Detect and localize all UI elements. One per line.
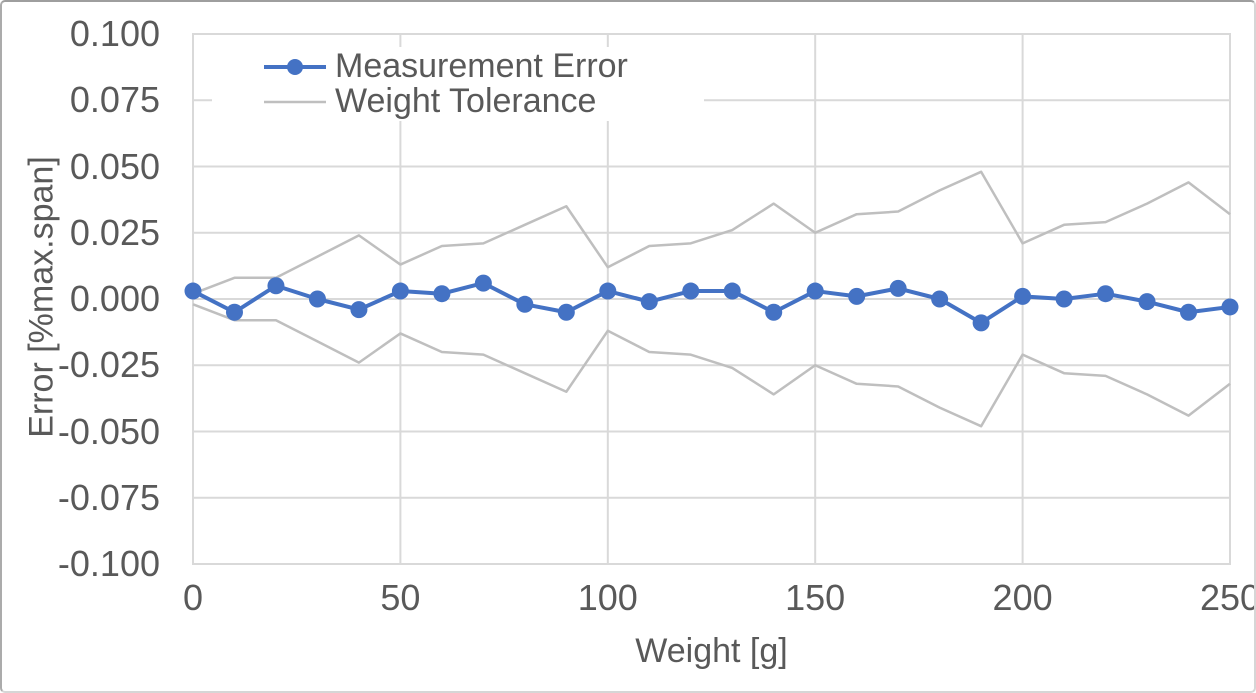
y-tick-label: -0.100 (57, 543, 160, 584)
y-tick-label: 0.050 (69, 145, 160, 187)
y-tick-label: 0.000 (69, 278, 160, 319)
measurement-error-point (848, 287, 866, 305)
measurement-error-point (640, 293, 658, 311)
weight-tolerance-line-swatch (264, 100, 326, 103)
x-tick-label: 100 (577, 577, 638, 618)
chart-legend: Measurement Error Weight Tolerance (212, 47, 704, 121)
measurement-error-point (723, 282, 741, 300)
legend-label-measurement-error: Measurement Error (335, 47, 628, 85)
y-tick-label: 0.100 (69, 13, 160, 54)
measurement-error-point (557, 303, 575, 321)
measurement-error-point (1055, 290, 1073, 308)
measurement-error-point (765, 303, 783, 321)
measurement-error-point (184, 282, 202, 300)
measurement-error-point (682, 282, 700, 300)
y-tick-label: -0.025 (57, 344, 160, 386)
x-tick-label: 0 (182, 577, 204, 618)
measurement-error-line-marker-swatch (264, 58, 326, 75)
legend-item-measurement-error: Measurement Error (212, 49, 704, 84)
weight-tolerance-upper-line (192, 170, 1231, 295)
measurement-error-point (972, 314, 990, 332)
measurement-error-point (931, 290, 949, 308)
y-axis-title: Error [%max.span] (22, 156, 61, 438)
x-tick-label: 150 (785, 577, 846, 618)
legend-item-weight-tolerance: Weight Tolerance (212, 84, 704, 119)
x-tick-label: 50 (380, 577, 421, 618)
measurement-error-point (267, 277, 285, 295)
y-tick-label: -0.075 (57, 476, 160, 518)
x-tick-label: 200 (992, 577, 1053, 618)
measurement-error-point (1014, 287, 1032, 305)
x-tick-label: 250 (1199, 577, 1256, 618)
measurement-error-point (391, 282, 409, 300)
measurement-error-point (1138, 293, 1156, 311)
measurement-error-point (599, 282, 617, 300)
legend-label-weight-tolerance: Weight Tolerance (335, 82, 597, 120)
measurement-error-point (1221, 298, 1239, 316)
weight-tolerance-lower-line (192, 303, 1231, 428)
y-tick-label: -0.050 (57, 410, 160, 452)
measurement-error-point (1180, 303, 1198, 321)
measurement-error-point (433, 285, 451, 303)
measurement-error-point (225, 303, 243, 321)
measurement-error-point (889, 279, 907, 297)
y-tick-label: 0.025 (69, 211, 160, 253)
measurement-error-point (806, 282, 824, 300)
x-axis-title: Weight [g] (635, 632, 788, 670)
measurement-error-point (516, 295, 534, 313)
measurement-error-point (1097, 285, 1115, 303)
y-tick-label: 0.075 (69, 79, 160, 121)
measurement-error-line (192, 281, 1231, 325)
measurement-error-point (350, 301, 368, 319)
measurement-error-point (308, 290, 326, 308)
measurement-error-point (474, 274, 492, 292)
